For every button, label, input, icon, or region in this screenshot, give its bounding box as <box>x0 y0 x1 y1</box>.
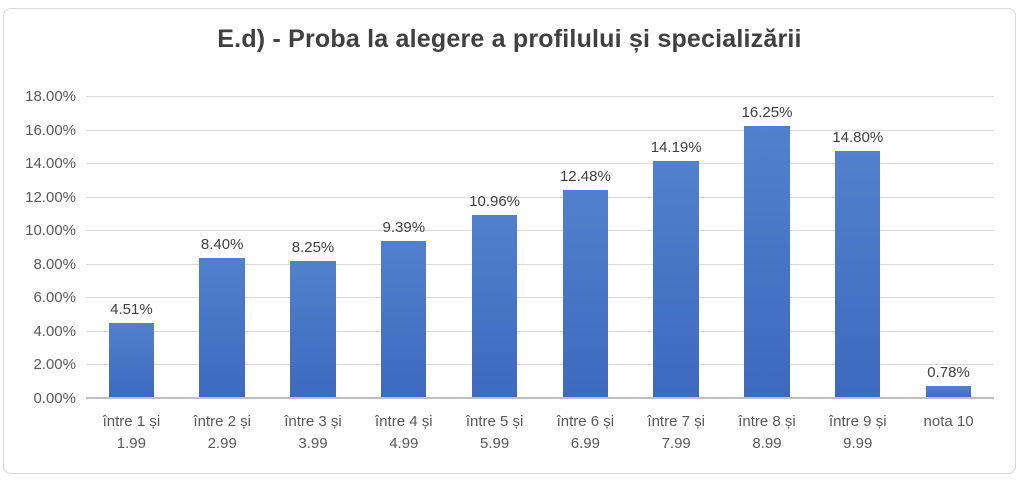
x-tick-label-line: nota 10 <box>923 413 974 430</box>
bar-data-label: 14.19% <box>650 138 702 156</box>
x-tick-label: între 8 și 8.99 <box>722 411 813 455</box>
bar <box>199 258 245 399</box>
bar <box>471 215 518 399</box>
y-tick-label: 14.00% <box>25 155 76 173</box>
y-tick-label: 18.00% <box>25 88 76 105</box>
bar-slot: 16.25% <box>722 97 813 399</box>
x-tick-label-line: 7.99 <box>661 435 691 452</box>
bar-slot: 10.96% <box>449 97 540 399</box>
bar-slot: 8.25% <box>268 97 359 399</box>
x-tick-label-line: între 1 și <box>102 413 161 430</box>
bar-slot: 8.40% <box>177 97 268 399</box>
x-tick-label: între 3 și 3.99 <box>268 411 359 455</box>
x-tick-label-line: între 3 și <box>284 413 342 430</box>
y-tick-label: 4.00% <box>33 322 76 340</box>
x-tick-label: între 4 și 4.99 <box>358 411 449 455</box>
x-tick-label: nota 10 <box>903 411 994 455</box>
bar-slot: 12.48% <box>540 97 631 399</box>
y-tick-label: 2.00% <box>33 356 76 374</box>
x-tick-label-line: între 7 și <box>647 413 705 430</box>
bar-data-label: 8.25% <box>291 238 335 256</box>
x-tick-label-line: 1.99 <box>116 435 146 452</box>
x-tick-label-line: între 6 și <box>556 413 615 430</box>
gridline <box>86 163 994 165</box>
gridline <box>86 364 994 366</box>
x-tick-label-line: 4.99 <box>389 435 419 452</box>
bar <box>381 241 427 399</box>
bar-data-label: 14.80% <box>832 128 884 146</box>
plot-area: 4.51% 8.40% 8.25% 9.39% 10.96% 12.48% 14.19% 16… <box>86 96 994 399</box>
gridline <box>86 330 994 332</box>
x-tick-label-line: între 4 și <box>375 413 433 430</box>
bar <box>835 150 881 399</box>
x-tick-label-line: 2.99 <box>207 435 237 452</box>
x-tick-label-line: 5.99 <box>479 435 510 452</box>
bar-data-label: 8.40% <box>200 236 244 254</box>
x-tick-label-line: 8.99 <box>752 435 782 452</box>
x-tick-label: între 2 și 2.99 <box>177 411 268 455</box>
bar-series: 4.51% 8.40% 8.25% 9.39% 10.96% 12.48% 14.19% 16… <box>86 97 994 399</box>
x-tick-label-line: între 8 și <box>738 413 796 430</box>
y-tick-label: 12.00% <box>25 188 76 206</box>
bar-slot: 14.19% <box>631 97 722 399</box>
chart-frame: E.d) - Proba la alegere a profilului și … <box>3 8 1016 474</box>
bar-data-label: 4.51% <box>110 301 153 319</box>
bar-data-label: 16.25% <box>741 104 793 122</box>
y-tick-label: 6.00% <box>33 289 76 307</box>
x-tick-label: între 6 și 6.99 <box>540 411 631 455</box>
x-tick-label-line: între 5 și <box>465 413 524 430</box>
x-axis-line <box>86 397 994 399</box>
x-tick-label: între 9 și 9.99 <box>812 411 903 455</box>
bar-data-label: 0.78% <box>927 363 970 381</box>
x-tick-label: între 1 și 1.99 <box>86 411 177 455</box>
bar <box>290 260 336 399</box>
bar <box>744 126 790 399</box>
gridline <box>86 297 994 299</box>
gridline <box>86 263 994 265</box>
gridline <box>86 129 994 131</box>
x-tick-label-line: între 9 și <box>829 413 887 430</box>
y-tick-label: 0.00% <box>33 390 76 407</box>
bar-data-label: 9.39% <box>382 219 426 237</box>
bar <box>925 385 972 399</box>
y-tick-label: 16.00% <box>25 121 76 139</box>
bar-slot: 0.78% <box>903 97 994 399</box>
bar-data-label: 12.48% <box>559 167 611 185</box>
y-axis-labels: 0.00% 2.00% 4.00% 6.00% 8.00% 10.00% 12.00% 14.… <box>4 88 76 407</box>
bar-slot: 9.39% <box>358 97 449 399</box>
gridline <box>86 230 994 232</box>
bar <box>562 189 609 399</box>
bar-data-label: 10.96% <box>469 193 521 211</box>
bar <box>108 323 155 399</box>
bar-slot: 14.80% <box>812 97 903 399</box>
x-tick-label-line: între 2 și <box>193 413 251 430</box>
chart-title: E.d) - Proba la alegere a profilului și … <box>217 25 802 53</box>
x-tick-label-line: 6.99 <box>570 435 600 452</box>
gridline <box>86 196 994 198</box>
bar <box>653 160 699 399</box>
y-tick-label: 8.00% <box>33 255 76 273</box>
x-tick-label: între 5 și 5.99 <box>449 411 540 455</box>
gridline <box>86 96 994 97</box>
x-tick-label: între 7 și 7.99 <box>631 411 722 455</box>
x-tick-label-line: 3.99 <box>298 435 328 452</box>
x-axis-labels: între 1 și 1.99 între 2 și 2.99 între 3 și 3.… <box>86 411 994 455</box>
x-tick-label-line: 9.99 <box>843 435 873 452</box>
bar-slot: 4.51% <box>86 97 177 399</box>
y-tick-label: 10.00% <box>25 222 76 240</box>
